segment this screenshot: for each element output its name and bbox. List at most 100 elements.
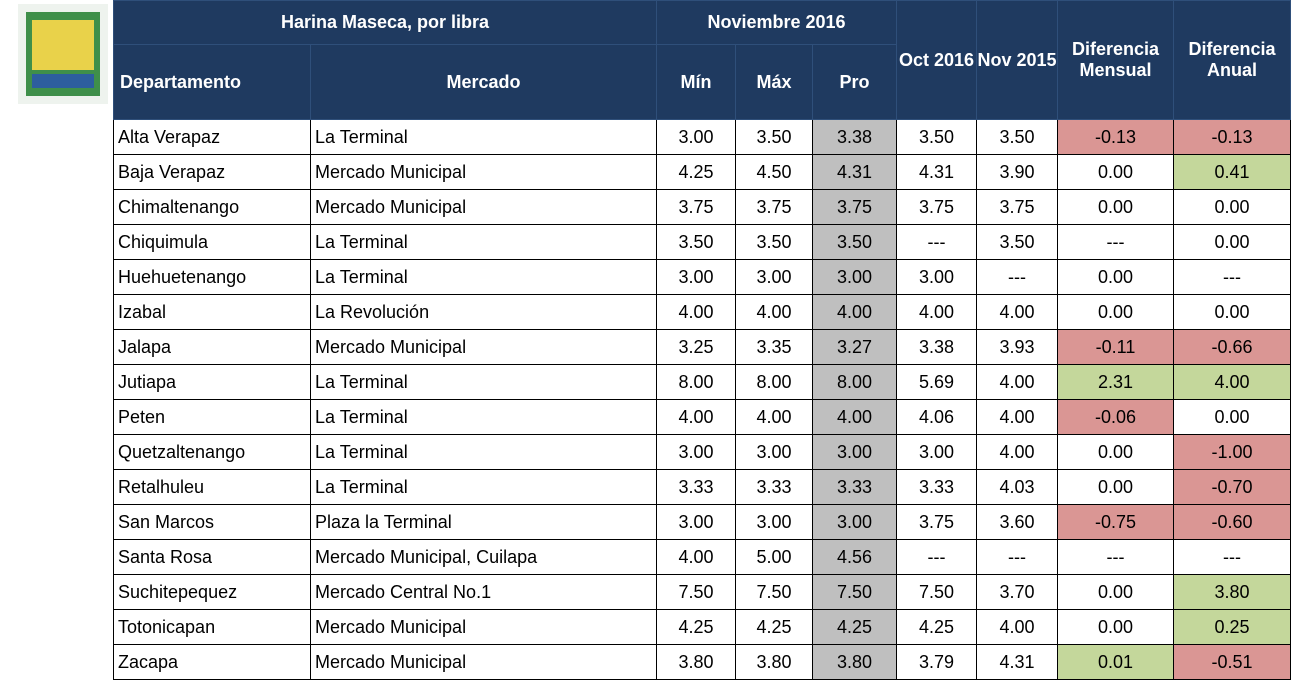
table-cell: 4.00 bbox=[812, 399, 897, 435]
table-cell: San Marcos bbox=[113, 504, 311, 540]
column-header: Pro bbox=[812, 44, 897, 120]
table-cell: 3.27 bbox=[812, 329, 897, 365]
table-body: Alta Verapaz La Terminal 3.00 3.50 3.38 3.50 3… bbox=[113, 119, 1291, 680]
table-cell: 4.25 bbox=[656, 154, 736, 190]
table-cell: 0.00 bbox=[1057, 154, 1174, 190]
table-cell: 4.00 bbox=[976, 364, 1058, 400]
table-cell: 3.33 bbox=[656, 469, 736, 505]
table-cell: 0.01 bbox=[1057, 644, 1174, 680]
table-cell: 4.00 bbox=[735, 294, 813, 330]
column-header: Departamento bbox=[113, 44, 311, 120]
table-row: Chimaltenango Mercado Municipal 3.75 3.75 3.… bbox=[113, 189, 1291, 225]
table-cell: 0.00 bbox=[1057, 294, 1174, 330]
table-cell: 4.06 bbox=[896, 399, 977, 435]
table-cell: -0.75 bbox=[1057, 504, 1174, 540]
table-cell: --- bbox=[976, 539, 1058, 575]
table-cell: Alta Verapaz bbox=[113, 119, 311, 155]
table-row: Baja Verapaz Mercado Municipal 4.25 4.50 4.3… bbox=[113, 154, 1291, 190]
table-cell: 3.00 bbox=[896, 259, 977, 295]
table-cell: Mercado Municipal bbox=[310, 644, 657, 680]
table-cell: -0.13 bbox=[1057, 119, 1174, 155]
table-cell: 0.00 bbox=[1057, 469, 1174, 505]
table-cell: 7.50 bbox=[735, 574, 813, 610]
table-cell: 3.00 bbox=[735, 434, 813, 470]
table-cell: 3.70 bbox=[976, 574, 1058, 610]
table-cell: 3.90 bbox=[976, 154, 1058, 190]
table-cell: Jalapa bbox=[113, 329, 311, 365]
table-cell: La Terminal bbox=[310, 469, 657, 505]
table-cell: La Terminal bbox=[310, 224, 657, 260]
table-cell: 4.31 bbox=[812, 154, 897, 190]
price-table: Harina Maseca, por libra Noviembre 2016 … bbox=[113, 0, 1291, 680]
column-header: Diferencia Anual bbox=[1173, 0, 1291, 120]
table-cell: 0.25 bbox=[1173, 609, 1291, 645]
table-row: Izabal La Revolución 4.00 4.00 4.00 4.00 4.00 0… bbox=[113, 294, 1291, 330]
table-cell: 0.41 bbox=[1173, 154, 1291, 190]
table-cell: Zacapa bbox=[113, 644, 311, 680]
table-cell: 3.33 bbox=[735, 469, 813, 505]
table-cell: La Revolución bbox=[310, 294, 657, 330]
table-cell: 4.00 bbox=[976, 294, 1058, 330]
table-cell: --- bbox=[896, 539, 977, 575]
table-cell: 3.25 bbox=[656, 329, 736, 365]
table-cell: 4.00 bbox=[812, 294, 897, 330]
group-header: Noviembre 2016 bbox=[656, 0, 897, 45]
table-cell: 3.93 bbox=[976, 329, 1058, 365]
table-cell: 4.56 bbox=[812, 539, 897, 575]
table-cell: Mercado Municipal bbox=[310, 154, 657, 190]
table-cell: 3.75 bbox=[656, 189, 736, 225]
table-row: Totonicapan Mercado Municipal 4.25 4.25 4.25… bbox=[113, 609, 1291, 645]
table-cell: 7.50 bbox=[656, 574, 736, 610]
column-header: Mercado bbox=[310, 44, 657, 120]
table-cell: 8.00 bbox=[656, 364, 736, 400]
table-cell: 4.31 bbox=[976, 644, 1058, 680]
table-cell: 0.00 bbox=[1057, 609, 1174, 645]
table-row: Suchitepequez Mercado Central No.1 7.50 7.5… bbox=[113, 574, 1291, 610]
table-cell: La Terminal bbox=[310, 259, 657, 295]
column-header: Diferencia Mensual bbox=[1057, 0, 1174, 120]
table-cell: 3.00 bbox=[812, 434, 897, 470]
table-row: Peten La Terminal 4.00 4.00 4.00 4.06 4.00 -0.0… bbox=[113, 399, 1291, 435]
column-header: Oct 2016 bbox=[896, 0, 977, 120]
table-cell: Baja Verapaz bbox=[113, 154, 311, 190]
table-cell: La Terminal bbox=[310, 434, 657, 470]
column-header: Nov 2015 bbox=[976, 0, 1058, 120]
table-row: Zacapa Mercado Municipal 3.80 3.80 3.80 3.79 4… bbox=[113, 644, 1291, 680]
table-cell: 4.00 bbox=[896, 294, 977, 330]
table-cell: 3.50 bbox=[735, 119, 813, 155]
table-cell: Huehuetenango bbox=[113, 259, 311, 295]
table-cell: 3.75 bbox=[896, 189, 977, 225]
table-cell: 3.00 bbox=[656, 119, 736, 155]
table-cell: 0.00 bbox=[1173, 294, 1291, 330]
table-cell: 4.00 bbox=[976, 609, 1058, 645]
table-cell: 4.00 bbox=[656, 399, 736, 435]
table-cell: --- bbox=[896, 224, 977, 260]
table-cell: 3.00 bbox=[896, 434, 977, 470]
table-cell: 5.00 bbox=[735, 539, 813, 575]
table-cell: 3.33 bbox=[812, 469, 897, 505]
table-cell: 3.50 bbox=[735, 224, 813, 260]
table-cell: 3.00 bbox=[656, 434, 736, 470]
table-cell: Mercado Municipal bbox=[310, 189, 657, 225]
table-cell: 8.00 bbox=[812, 364, 897, 400]
table-cell: 4.25 bbox=[896, 609, 977, 645]
table-cell: Mercado Municipal bbox=[310, 609, 657, 645]
table-cell: Jutiapa bbox=[113, 364, 311, 400]
table-cell: 0.00 bbox=[1173, 189, 1291, 225]
logo-label bbox=[32, 20, 94, 70]
table-cell: 3.80 bbox=[656, 644, 736, 680]
table-cell: 3.80 bbox=[812, 644, 897, 680]
table-cell: --- bbox=[1173, 259, 1291, 295]
table-cell: -0.60 bbox=[1173, 504, 1291, 540]
table-cell: 3.00 bbox=[735, 504, 813, 540]
table-row: Quetzaltenango La Terminal 3.00 3.00 3.00 3.0… bbox=[113, 434, 1291, 470]
table-cell: 4.03 bbox=[976, 469, 1058, 505]
table-cell: 8.00 bbox=[735, 364, 813, 400]
table-cell: 3.00 bbox=[735, 259, 813, 295]
table-cell: Quetzaltenango bbox=[113, 434, 311, 470]
table-cell: La Terminal bbox=[310, 119, 657, 155]
table-cell: Izabal bbox=[113, 294, 311, 330]
table-cell: -0.66 bbox=[1173, 329, 1291, 365]
table-cell: -1.00 bbox=[1173, 434, 1291, 470]
table-cell: -0.06 bbox=[1057, 399, 1174, 435]
